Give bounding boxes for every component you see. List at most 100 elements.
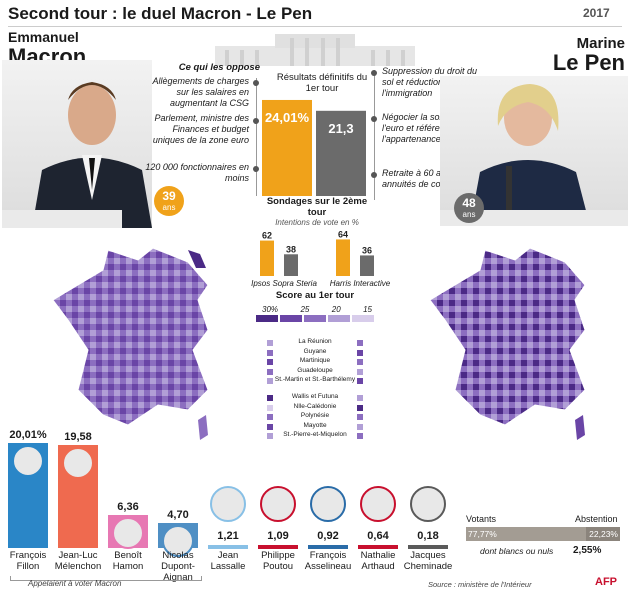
candidate-name: Philippe Poutou (261, 550, 295, 572)
legend-swatch (328, 315, 350, 322)
results-bar-label: 21,3 (328, 121, 353, 136)
territory-name: Nlle-Calédonie (293, 402, 337, 410)
lepen-program-dot-3 (371, 172, 377, 178)
territory-name: Martinique (299, 357, 331, 364)
territory-swatch-lepen (357, 340, 363, 346)
lepen-name: Marine Le Pen (545, 36, 625, 75)
legend-tick: 30% (262, 305, 279, 314)
votants-fill (466, 527, 586, 541)
territory-swatch-macron (267, 349, 273, 356)
macron-score-map (52, 247, 209, 440)
legend-swatch (256, 315, 278, 322)
candidate-avatar (410, 486, 446, 522)
endorsement-bracket (10, 576, 202, 581)
poll-institute: Ipsos Sopra Steria (251, 279, 317, 288)
turnout-bar: 77,77% 22,23% (466, 527, 620, 541)
votants-label: Votants (466, 514, 497, 524)
poll-value: 38 (286, 244, 296, 254)
lepen-program-2: Négocier la sortie de l'euro et référend… (382, 112, 478, 144)
candidate-value: 6,36 (117, 500, 139, 513)
candidate-value: 20,01% (9, 429, 47, 442)
lepen-program-dot-2 (371, 116, 377, 122)
candidate-value: 0,18 (417, 530, 439, 542)
macron-program-dot-1 (253, 80, 259, 86)
territory-swatch-macron (267, 414, 273, 420)
abstention-fill (585, 527, 620, 541)
macron-age-unit: ans (162, 203, 176, 212)
candidate-name: Jean Lassalle (210, 550, 246, 572)
candidate-bar (258, 545, 298, 549)
candidate-value: 0,92 (317, 530, 339, 542)
poll-institute: Harris Interactive (329, 279, 391, 288)
legend-swatch (304, 315, 326, 322)
candidate-avatar (210, 486, 246, 522)
territory-swatch-lepen (357, 404, 363, 411)
candidate-avatar (162, 525, 194, 558)
legend-tick: 15 (363, 305, 372, 314)
candidate-name: Jacques Cheminade (403, 550, 453, 572)
results-chart: 24,01% 21,3 (262, 99, 366, 196)
territory-swatch-lepen (357, 423, 363, 430)
poll-bar (360, 255, 374, 276)
legend-swatch (280, 315, 302, 322)
macron-program-line (256, 78, 257, 196)
legend-tick: 20 (331, 305, 341, 314)
territory-name: Guyane (303, 347, 327, 355)
candidate-avatar (260, 486, 296, 522)
territory-swatch-macron (267, 423, 273, 430)
macron-program-1: Allègements de charges sur les salaires … (152, 76, 249, 108)
candidate-bar (208, 545, 248, 549)
lepen-first-name: Marine (576, 35, 625, 52)
results-bar (316, 110, 366, 196)
territory-swatch-lepen (357, 378, 363, 384)
results-bar (262, 99, 312, 196)
macron-age-badge: 39 ans (154, 186, 184, 216)
poll-bar (260, 240, 274, 276)
poll-bar (336, 239, 350, 276)
territory-name: St.-Martin et St.-Barthélemy (274, 376, 356, 383)
legend-scale (256, 315, 374, 322)
lepen-last-name: Le Pen (552, 50, 625, 75)
lepen-program-line (374, 70, 375, 200)
macron-program-dot-3 (253, 166, 259, 172)
candidate-value: 19,58 (64, 431, 92, 444)
blancs-value: 2,55% (573, 545, 602, 556)
territory-swatch-macron (267, 404, 273, 411)
candidate-name: François Fillon (9, 550, 47, 572)
results-bar-label: 24,01% (265, 110, 310, 125)
candidate-name: Jean-Luc Mélenchon (54, 550, 102, 572)
election-logo: 2017 (583, 6, 610, 20)
lepen-program-3: Retraite à 60 ans si 40 annuités de coti… (382, 168, 473, 189)
results-title: Résultats définitifs du 1er tour (276, 72, 368, 94)
polls-subtitle: Intentions de vote en % (275, 218, 359, 227)
candidate-avatar (310, 486, 346, 522)
territory-swatch-lepen (357, 395, 363, 401)
territory-swatch-lepen (357, 349, 363, 356)
lepen-age: 48 (462, 196, 476, 210)
territory-swatch-macron (267, 395, 273, 401)
polls-title: Sondages sur le 2ème tour (266, 196, 368, 218)
lepen-age-unit: ans (462, 210, 476, 219)
territory-swatch-macron (267, 368, 273, 375)
candidate-value: 1,21 (217, 530, 239, 542)
territory-name: La Réunion (298, 338, 332, 345)
poll-bar (284, 254, 298, 276)
territory-swatch-macron (267, 378, 273, 384)
macron-first-name: Emmanuel (8, 29, 79, 45)
macron-program-3: 120 000 fonctionnaires en moins (145, 162, 249, 183)
poll-value: 62 (262, 231, 272, 241)
legend-swatch (352, 315, 374, 322)
territory-swatch-macron (267, 340, 273, 346)
territory-name: Polynésie (300, 412, 330, 419)
lepen-age-badge: 48 ans (454, 193, 484, 223)
territory-swatch-lepen (357, 433, 363, 439)
candidate-value: 1,09 (267, 530, 289, 542)
macron-program-2: Parlement, ministre des Finances et budg… (152, 113, 249, 145)
candidate-avatar (62, 447, 94, 480)
macron-program-dot-2 (253, 118, 259, 124)
macron-photo (2, 60, 152, 228)
abstention-value: 22,23% (589, 529, 618, 539)
legend-tick: 25 (300, 305, 310, 314)
territory-name: Guadeloupe (297, 366, 333, 374)
legend-ticks: 30% 25 20 15 (262, 305, 372, 314)
